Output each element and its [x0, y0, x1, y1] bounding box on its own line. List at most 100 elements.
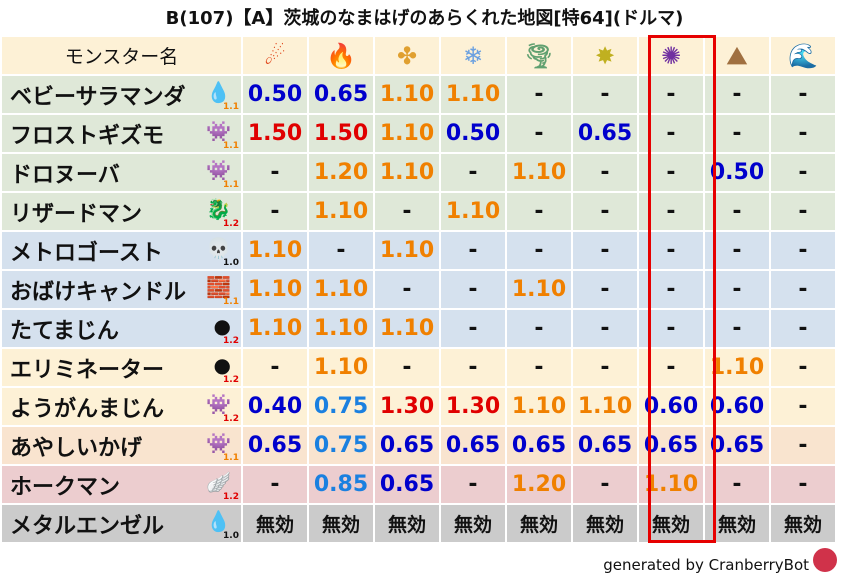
- monster-level: 1.2: [223, 414, 239, 424]
- purple-gas-monster-icon: 👾: [206, 119, 231, 143]
- monster-name: エリミネーター: [10, 357, 165, 383]
- resistance-value: 0.50: [441, 115, 505, 152]
- monster-name: ホークマン: [10, 474, 121, 500]
- monster-level: 1.0: [223, 258, 239, 268]
- resistance-value: 1.30: [441, 388, 505, 425]
- resistance-value: -: [507, 232, 571, 269]
- table-row: ようがんまじん 👾 1.2 0.40 0.75 1.30 1.30 1.10 1.10 0.60 0…: [2, 388, 837, 425]
- column-header-element: ❄: [441, 37, 505, 74]
- resistance-value: -: [573, 232, 637, 269]
- table-row: メトロゴースト 💀 1.0 1.10-1.10- - - - - -: [2, 232, 837, 269]
- resistance-value: -: [573, 310, 637, 347]
- resistance-value: 0.40: [243, 388, 307, 425]
- resistance-value: 0.65: [243, 427, 307, 464]
- resistance-value: -: [771, 271, 835, 308]
- resistance-value: -: [573, 466, 637, 503]
- green-slime-icon: ●: [213, 353, 231, 377]
- resistance-value: 1.10: [441, 193, 505, 230]
- header-row: モンスター名 ☄ 🔥 ✤ ❄ 🌪 ✸ ✺ ⛰ 🌊: [2, 37, 837, 74]
- dark-vortex-icon: ✺: [660, 41, 682, 70]
- column-header-element: ✺: [639, 37, 703, 74]
- resistance-value: -: [243, 193, 307, 230]
- resistance-value: -: [375, 193, 439, 230]
- monster-level: 1.1: [223, 180, 239, 190]
- resistance-value: -: [771, 232, 835, 269]
- table-row: リザードマン 🐉 1.2-1.10-1.10- - - - -: [2, 193, 837, 230]
- column-header-name: モンスター名: [2, 37, 241, 74]
- resistance-value: -: [771, 388, 835, 425]
- resistance-value: -: [441, 232, 505, 269]
- monster-name: フロストギズモ: [10, 123, 165, 149]
- monster-name-cell: メトロゴースト 💀 1.0: [2, 232, 241, 269]
- resistance-value: 無効: [573, 505, 637, 542]
- tornado-icon: 🌪: [523, 41, 555, 70]
- resistance-value: 0.65: [375, 427, 439, 464]
- resistance-value: 1.50: [309, 115, 373, 152]
- ice-crystal-icon: ❄: [462, 41, 484, 70]
- column-header-element: 🌪: [507, 37, 571, 74]
- flame-icon: 🔥: [326, 41, 356, 70]
- resistance-value: 1.10: [375, 232, 439, 269]
- column-header-element: ☄: [243, 37, 307, 74]
- monster-name-cell: ベビーサラマンダ 💧 1.1: [2, 76, 241, 113]
- monster-name-cell: たてまじん ● 1.2: [2, 310, 241, 347]
- table-row: たてまじん ● 1.2 1.10 1.10 1.10- - - - - -: [2, 310, 837, 347]
- resistance-value: 無効: [375, 505, 439, 542]
- resistance-value: -: [507, 349, 571, 386]
- resistance-value: 1.10: [309, 349, 373, 386]
- monster-name-cell: おばけキャンドル 🧱 1.1: [2, 271, 241, 308]
- monster-name-cell: ドロヌーバ 👾 1.1: [2, 154, 241, 191]
- resistance-value: -: [507, 310, 571, 347]
- monster-level: 1.2: [223, 492, 239, 502]
- resistance-value: -: [771, 349, 835, 386]
- purple-gas-monster-icon: 👾: [206, 158, 231, 182]
- resistance-value: 1.10: [375, 310, 439, 347]
- resistance-value: -: [573, 271, 637, 308]
- monster-name-cell: あやしいかげ 👾 1.1: [2, 427, 241, 464]
- resistance-value: 1.10: [573, 388, 637, 425]
- resistance-value: -: [243, 466, 307, 503]
- resistance-value: 1.10: [507, 154, 571, 191]
- highlighted-column-frame: [648, 35, 716, 543]
- resistance-value: -: [771, 76, 835, 113]
- column-header-element: ✤: [375, 37, 439, 74]
- resistance-value: -: [573, 193, 637, 230]
- resistance-value: 0.50: [705, 154, 769, 191]
- resistance-value: 1.20: [309, 154, 373, 191]
- blue-slime-icon: 💧: [206, 509, 231, 533]
- resistance-value: -: [573, 154, 637, 191]
- resistance-value: -: [309, 232, 373, 269]
- monster-name: あやしいかげ: [10, 435, 143, 461]
- column-header-element: 🔥: [309, 37, 373, 74]
- resistance-value: 0.85: [309, 466, 373, 503]
- resistance-value: 1.10: [507, 271, 571, 308]
- explosion-icon: ✤: [396, 41, 418, 70]
- monster-name: メタルエンゼル: [10, 513, 165, 539]
- table-row: メタルエンゼル 💧 1.0 無効 無効 無効 無効 無効 無効 無効 無効 無効: [2, 505, 837, 542]
- resistance-value: -: [441, 154, 505, 191]
- resistance-value: -: [771, 466, 835, 503]
- resistance-value: -: [243, 154, 307, 191]
- resistance-value: 1.10: [507, 388, 571, 425]
- resistance-value: 0.75: [309, 427, 373, 464]
- monster-level: 1.1: [223, 141, 239, 151]
- monster-name-cell: リザードマン 🐉 1.2: [2, 193, 241, 230]
- resistance-value: 1.10: [375, 115, 439, 152]
- resistance-value: 無効: [771, 505, 835, 542]
- water-wave-icon: 🌊: [788, 41, 818, 70]
- white-wing-icon: 🪽: [206, 470, 231, 494]
- monster-level: 1.1: [223, 102, 239, 112]
- resistance-value: 1.10: [243, 232, 307, 269]
- resistance-value: -: [441, 310, 505, 347]
- monster-level: 1.2: [223, 336, 239, 346]
- resistance-value: 0.65: [441, 427, 505, 464]
- lightning-icon: ✸: [594, 41, 616, 70]
- resistance-value: 0.65: [309, 76, 373, 113]
- resistance-value: -: [507, 115, 571, 152]
- resistance-value: 1.30: [375, 388, 439, 425]
- resistance-value: 0.50: [243, 76, 307, 113]
- resistance-value: 0.65: [507, 427, 571, 464]
- monster-name: ドロヌーバ: [10, 162, 120, 188]
- table-row: ドロヌーバ 👾 1.1-1.20 1.10-1.10- -0.50-: [2, 154, 837, 191]
- resistance-value: -: [441, 466, 505, 503]
